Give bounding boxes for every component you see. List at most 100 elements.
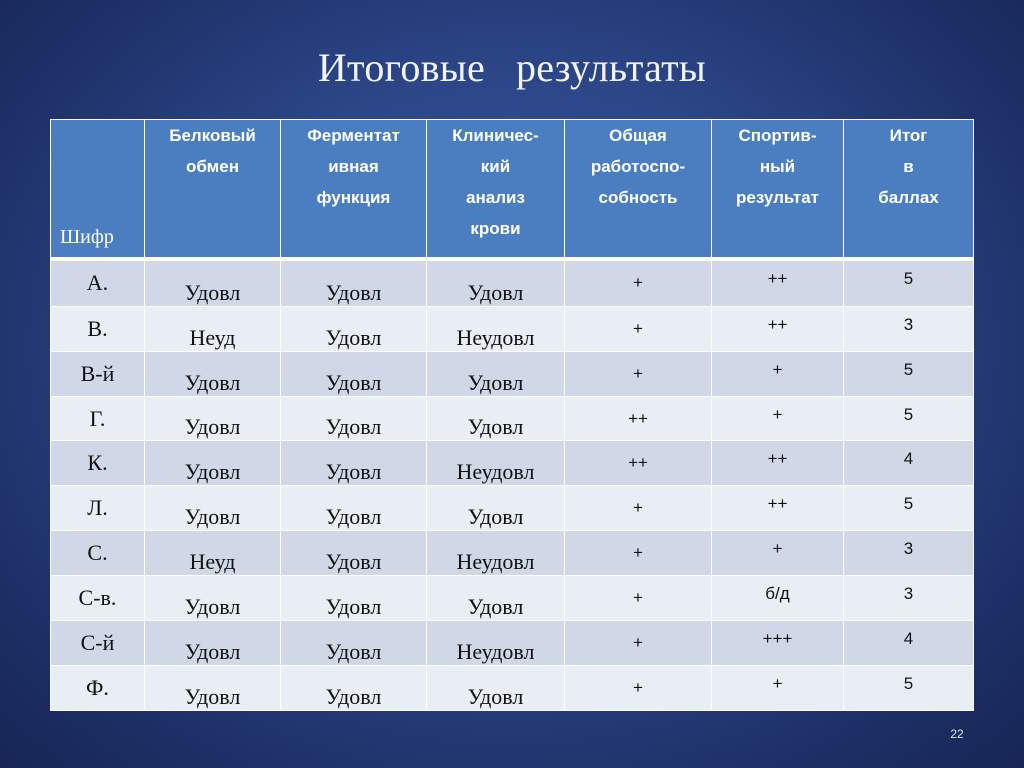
cell-total: 4 <box>843 440 974 487</box>
header-line: результат <box>736 188 819 207</box>
cell-sport: ++ <box>711 258 844 307</box>
cell-sport: б/д <box>711 575 844 622</box>
cell-clinical: Неудовл <box>426 620 565 666</box>
cell-clinical: Удовл <box>426 485 565 532</box>
cell-enzyme: Удовл <box>280 395 427 442</box>
cell-protein: Удовл <box>144 258 281 307</box>
cell-code: В-й <box>50 350 145 397</box>
cell-enzyme: Удовл <box>280 664 427 712</box>
header-work-capacity: Общая работоспо- собность <box>564 119 712 260</box>
header-line: баллах <box>878 188 939 207</box>
cell-capacity: + <box>564 530 712 577</box>
header-enzyme-function: Ферментат ивная функция <box>280 119 427 260</box>
cell-protein: Неуд <box>144 305 281 352</box>
cell-total: 5 <box>843 395 974 442</box>
cell-protein: Удовл <box>144 575 281 622</box>
cell-protein: Удовл <box>144 485 281 532</box>
table-row: К. Удовл Удовл Неудовл ++ ++ 4 <box>50 440 974 487</box>
header-line: Итог <box>889 126 928 145</box>
cell-protein: Удовл <box>144 395 281 442</box>
cell-protein: Удовл <box>144 440 281 487</box>
header-line: в <box>903 157 914 176</box>
cell-capacity: + <box>564 350 712 397</box>
cell-capacity: ++ <box>564 440 712 487</box>
cell-total: 5 <box>843 350 974 397</box>
cell-total: 3 <box>843 575 974 622</box>
slide-number: 22 <box>950 727 964 741</box>
header-line: кий <box>480 157 511 176</box>
table-row: С-в. Удовл Удовл Удовл + б/д 3 <box>50 575 974 622</box>
cell-enzyme: Удовл <box>280 530 427 577</box>
table-row: Л. Удовл Удовл Удовл + ++ 5 <box>50 485 974 532</box>
table-row: В-й Удовл Удовл Удовл + + 5 <box>50 350 974 397</box>
header-line: Спортив- <box>738 126 817 145</box>
cell-sport: ++ <box>711 485 844 532</box>
cell-sport: +++ <box>711 620 844 666</box>
table-row: А. Удовл Удовл Удовл + ++ 5 <box>50 258 974 307</box>
cell-code: Ф. <box>50 664 145 712</box>
cell-clinical: Удовл <box>426 664 565 712</box>
header-protein-metabolism: Белковый обмен <box>144 119 281 260</box>
header-row: Шифр Белковый обмен Ферментат ивная функ… <box>50 119 974 260</box>
cell-capacity: + <box>564 664 712 712</box>
header-line: крови <box>470 219 521 238</box>
header-line: Белковый <box>169 126 256 145</box>
cell-protein: Удовл <box>144 350 281 397</box>
cell-clinical: Неудовл <box>426 530 565 577</box>
cell-capacity: + <box>564 620 712 666</box>
header-code: Шифр <box>50 119 145 260</box>
cell-capacity: ++ <box>564 395 712 442</box>
cell-clinical: Удовл <box>426 350 565 397</box>
cell-sport: + <box>711 664 844 712</box>
cell-total: 4 <box>843 620 974 666</box>
cell-code: В. <box>50 305 145 352</box>
table-row: Г. Удовл Удовл Удовл ++ + 5 <box>50 395 974 442</box>
header-line: Общая <box>609 126 667 145</box>
header-line: Клиничес- <box>452 126 539 145</box>
cell-sport: ++ <box>711 305 844 352</box>
cell-total: 3 <box>843 530 974 577</box>
cell-code: С-в. <box>50 575 145 622</box>
cell-sport: ++ <box>711 440 844 487</box>
cell-total: 5 <box>843 258 974 307</box>
cell-enzyme: Удовл <box>280 440 427 487</box>
cell-enzyme: Удовл <box>280 575 427 622</box>
table-row: В. Неуд Удовл Неудовл + ++ 3 <box>50 305 974 352</box>
cell-sport: + <box>711 395 844 442</box>
cell-total: 5 <box>843 664 974 712</box>
cell-code: А. <box>50 258 145 307</box>
cell-protein: Удовл <box>144 620 281 666</box>
header-line: анализ <box>466 188 525 207</box>
cell-clinical: Удовл <box>426 258 565 307</box>
cell-enzyme: Удовл <box>280 620 427 666</box>
cell-code: К. <box>50 440 145 487</box>
cell-code: Л. <box>50 485 145 532</box>
cell-enzyme: Удовл <box>280 485 427 532</box>
header-line: Ферментат <box>307 126 400 145</box>
header-line: ный <box>759 157 796 176</box>
header-line: собность <box>598 188 678 207</box>
cell-code: Г. <box>50 395 145 442</box>
header-line: функция <box>316 188 391 207</box>
cell-capacity: + <box>564 485 712 532</box>
header-line: работоспо- <box>590 157 686 176</box>
cell-clinical: Неудовл <box>426 440 565 487</box>
cell-clinical: Удовл <box>426 395 565 442</box>
table-row: С. Неуд Удовл Неудовл + + 3 <box>50 530 974 577</box>
cell-sport: + <box>711 530 844 577</box>
header-total-score: Итог в баллах <box>843 119 974 260</box>
table-row: Ф. Удовл Удовл Удовл + + 5 <box>50 664 974 712</box>
slide-title: Итоговые результаты <box>317 45 707 90</box>
cell-total: 3 <box>843 305 974 352</box>
cell-enzyme: Удовл <box>280 258 427 307</box>
header-line: ивная <box>328 157 379 176</box>
cell-sport: + <box>711 350 844 397</box>
results-table: Шифр Белковый обмен Ферментат ивная функ… <box>50 119 974 712</box>
cell-enzyme: Удовл <box>280 305 427 352</box>
cell-protein: Неуд <box>144 530 281 577</box>
cell-capacity: + <box>564 305 712 352</box>
cell-total: 5 <box>843 485 974 532</box>
header-line: обмен <box>186 157 239 176</box>
cell-code: С-й <box>50 620 145 666</box>
header-clinical-blood-test: Клиничес- кий анализ крови <box>426 119 565 260</box>
